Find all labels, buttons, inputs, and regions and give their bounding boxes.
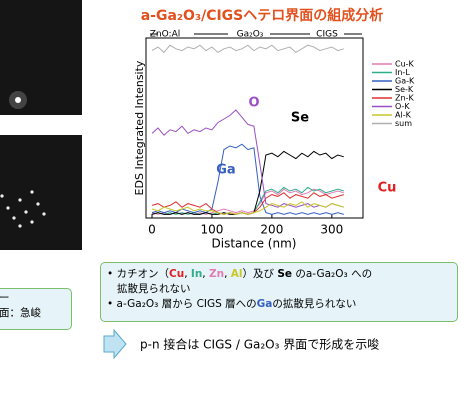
series-line — [152, 110, 344, 207]
left-note-line: 面：急峻 — [0, 306, 71, 321]
text: 拡散見られない — [107, 283, 191, 295]
series-line — [152, 45, 344, 52]
annotation: Cu — [378, 181, 397, 196]
left-note-line: ー — [0, 291, 71, 306]
annotation: Ga — [216, 163, 235, 178]
text: , — [184, 268, 191, 280]
annotation: Se — [291, 111, 309, 126]
region-label: ZnO:Al — [150, 30, 181, 40]
text: Se — [277, 268, 292, 280]
text: ）及び — [243, 268, 278, 280]
x-axis-label: Distance (nm) — [212, 237, 297, 251]
text: Ga — [257, 298, 273, 310]
text: In — [191, 268, 202, 280]
x-tick-label: 100 — [200, 223, 223, 237]
diffraction-halo — [9, 91, 27, 109]
text: Al — [231, 268, 243, 280]
text: , — [224, 268, 231, 280]
annotation: O — [248, 96, 259, 111]
text: のa-Ga₂O₃ への — [292, 268, 372, 280]
series-line — [152, 187, 344, 214]
chart-title: a-Ga₂O₃/CIGSヘテロ界面の組成分析 — [141, 7, 384, 24]
region-label: CIGS — [316, 30, 338, 40]
left-note-box: ー 面：急峻 — [0, 288, 72, 330]
x-tick-label: 300 — [320, 223, 343, 237]
slide: a-Ga₂O₃/CIGSヘテロ界面の組成分析 EDS Integrated In… — [0, 0, 468, 394]
diffraction-image — [0, 135, 82, 250]
text: カチオン（ — [117, 268, 170, 280]
text: の拡散見られない — [272, 298, 356, 310]
bullet: • a-Ga₂O₃ 層から CIGS 層へのGaの拡散見られない — [107, 297, 451, 312]
region-label: Ga₂O₃ — [237, 30, 264, 40]
x-tick-label: 0 — [148, 223, 156, 237]
text: , — [202, 268, 209, 280]
y-axis-label: EDS Integrated Intensity — [133, 60, 146, 195]
bullet: • カチオン（Cu, In, Zn, Al）及び Se のa-Ga₂O₃ への拡… — [107, 267, 451, 297]
legend-label: sum — [395, 119, 412, 128]
x-tick-label: 200 — [260, 223, 283, 237]
summary-box: • カチオン（Cu, In, Zn, Al）及び Se のa-Ga₂O₃ への拡… — [100, 262, 458, 322]
text: Zn — [209, 268, 224, 280]
text: Cu — [169, 268, 184, 280]
chart: a-Ga₂O₃/CIGSヘテロ界面の組成分析 EDS Integrated In… — [0, 0, 468, 394]
text: a-Ga₂O₃ 層から CIGS 層への — [117, 298, 257, 310]
series-line — [152, 151, 344, 214]
